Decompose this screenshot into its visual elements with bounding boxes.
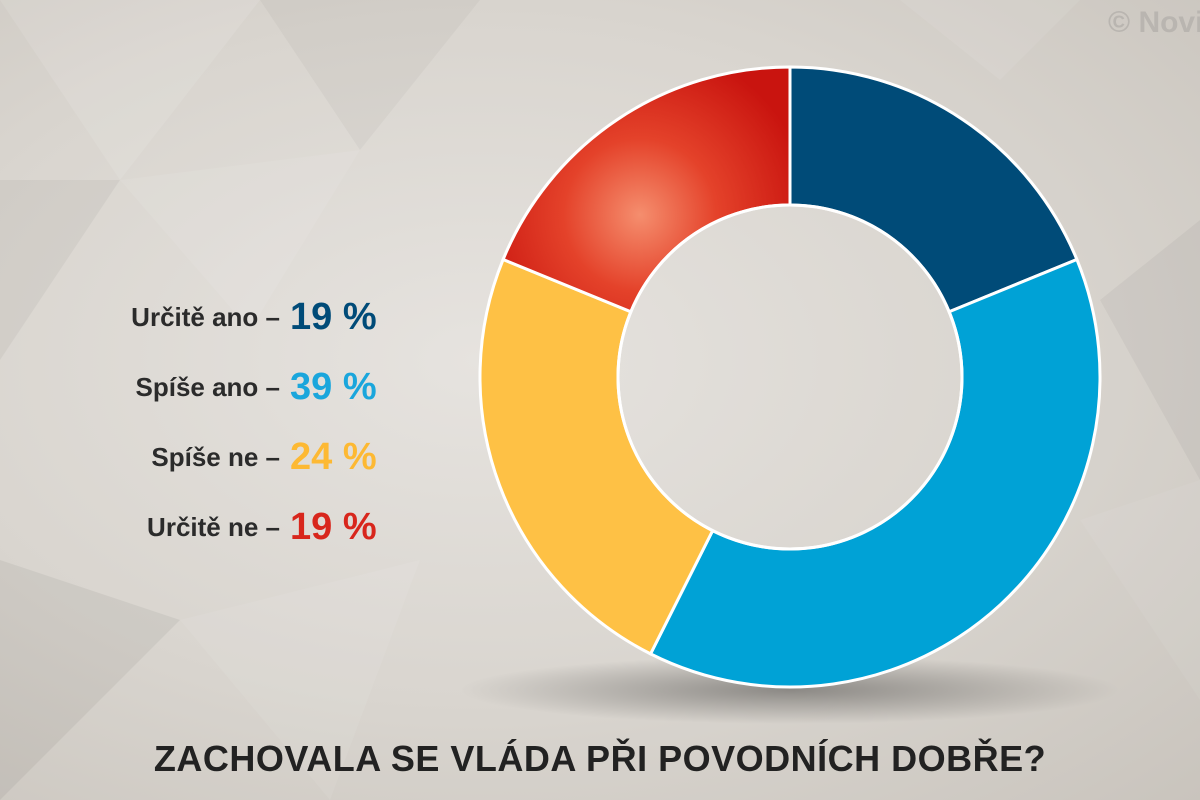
donut-slice-3 [478,257,715,656]
legend: Určitě ano – 19 % Spíše ano – 39 % Spíše… [100,282,400,562]
legend-label: Určitě ne – [147,511,280,542]
donut-slice-2 [648,257,1102,689]
copyright-watermark: © Novi [1108,6,1200,39]
legend-value: 24 % [290,435,377,478]
legend-value: 39 % [290,365,377,408]
legend-label: Určitě ano – [131,301,280,332]
legend-item-urcite-ano: Určitě ano – 19 % [100,282,400,352]
chart-title: ZACHOVALA SE VLÁDA PŘI POVODNÍCH DOBŘE? [153,738,1047,779]
donut-slice-4 [501,65,792,314]
legend-label: Spíše ano – [135,371,281,402]
legend-item-urcite-ne: Určitě ne – 19 % [100,492,400,562]
legend-item-spise-ne: Spíše ne – 24 % [100,422,400,492]
donut-shadow [460,656,1120,724]
donut-hole-rim [616,203,964,551]
donut-slice-1 [788,65,1079,314]
legend-value: 19 % [290,505,377,548]
legend-label: Spíše ne – [151,441,280,472]
legend-value: 19 % [290,295,377,338]
legend-item-spise-ano: Spíše ano – 39 % [100,352,400,422]
